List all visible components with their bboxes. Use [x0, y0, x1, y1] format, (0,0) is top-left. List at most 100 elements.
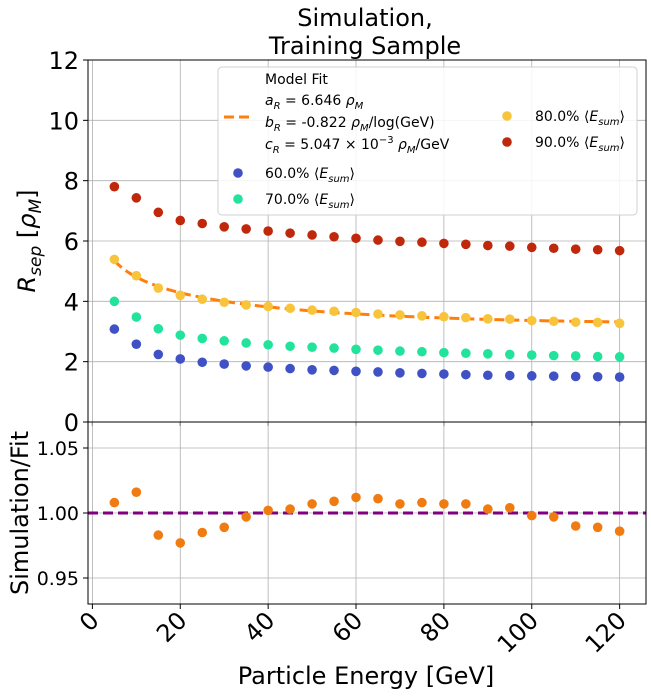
point-series1-17: [483, 370, 493, 381]
ratio-point-9: [307, 499, 317, 509]
top-ytick-label-6: 12: [48, 47, 79, 75]
point-series2-21: [570, 351, 581, 361]
point-series3-17: [483, 314, 493, 324]
point-series2-4: [197, 333, 208, 344]
point-series2-1: [131, 312, 142, 322]
point-series4-15: [439, 238, 449, 249]
ratio-point-17: [483, 504, 493, 514]
point-series4-1: [131, 193, 142, 203]
point-series4-17: [483, 240, 493, 251]
point-series4-9: [307, 230, 317, 240]
point-series3-14: [417, 311, 427, 321]
bottom-ytick-label-1: 1.00: [37, 503, 79, 525]
point-series1-14: [417, 368, 427, 379]
point-series1-19: [526, 371, 537, 381]
point-series3-9: [307, 305, 317, 315]
point-series3-12: [373, 309, 383, 319]
top-ytick-label-0: 0: [64, 409, 79, 437]
point-series2-19: [526, 350, 537, 360]
ratio-point-2: [153, 530, 164, 540]
ratio-point-8: [285, 504, 295, 514]
legend-model-fit-title: Model Fit: [265, 72, 328, 88]
point-series4-10: [329, 231, 339, 242]
point-series1-0: [109, 324, 120, 334]
bottom-panel-frame: [87, 421, 647, 605]
ratio-point-0: [109, 497, 120, 508]
point-series1-16: [461, 369, 471, 380]
legend-series-1-marker: [233, 168, 243, 178]
top-ytick-label-5: 10: [48, 107, 79, 135]
top-y-axis-label: Rsep [ρM]: [13, 189, 46, 292]
ratio-point-18: [504, 503, 515, 513]
point-series2-18: [504, 349, 515, 360]
point-series3-13: [395, 310, 405, 320]
point-series3-23: [614, 318, 625, 329]
point-series2-12: [373, 345, 383, 356]
ratio-point-3: [175, 538, 186, 548]
point-series2-22: [592, 351, 603, 362]
point-series2-6: [241, 338, 251, 348]
top-ytick-label-1: 2: [64, 349, 79, 377]
point-series2-3: [175, 330, 186, 340]
point-series3-3: [175, 290, 186, 301]
point-series2-5: [219, 336, 230, 346]
ratio-point-20: [548, 512, 559, 522]
ratio-point-10: [329, 496, 339, 507]
point-series1-5: [219, 359, 230, 369]
point-series1-13: [395, 368, 405, 378]
point-series2-10: [329, 343, 339, 353]
point-series4-23: [614, 245, 625, 256]
ratio-point-15: [439, 499, 449, 509]
point-series1-15: [439, 369, 449, 379]
legend: Model Fit aR = 6.646 ρM bR = -0.822 ρM/log…: [217, 66, 638, 216]
legend-series-1-label: 60.0% ⟨Esum⟩: [265, 166, 355, 185]
chart-title-line-2: Training Sample: [268, 32, 461, 60]
point-series1-23: [614, 372, 625, 382]
top-ytick-label-2: 4: [64, 288, 79, 316]
point-series4-5: [219, 222, 230, 232]
point-series1-22: [592, 371, 603, 382]
point-series4-14: [417, 237, 427, 248]
ratio-point-23: [614, 526, 625, 536]
point-series1-12: [373, 367, 383, 377]
point-series3-18: [504, 314, 515, 324]
point-series1-2: [153, 349, 164, 360]
point-series3-10: [329, 306, 339, 317]
point-series3-15: [439, 311, 449, 322]
point-series1-8: [285, 363, 295, 374]
legend-fit-param-3: cR = 5.047 × 10−3 ρM/GeV: [265, 135, 450, 156]
point-series4-18: [504, 241, 515, 251]
legend-series-2-marker: [233, 194, 243, 204]
point-series2-8: [285, 341, 295, 352]
point-series4-2: [153, 207, 164, 218]
point-series4-12: [373, 235, 383, 245]
point-series2-20: [548, 350, 559, 361]
bottom-ytick-label-0: 0.95: [37, 568, 79, 590]
point-series1-1: [131, 339, 142, 349]
ratio-point-21: [570, 521, 581, 531]
point-series3-21: [570, 317, 581, 327]
point-series3-5: [219, 297, 230, 308]
point-series2-11: [351, 344, 361, 355]
legend-fit-param-2: bR = -0.822 ρM/log(GeV): [265, 115, 435, 134]
point-series1-21: [570, 371, 581, 382]
point-series2-13: [395, 346, 405, 356]
legend-series-2-label: 70.0% ⟨Esum⟩: [265, 192, 355, 211]
legend-series-3-marker: [502, 111, 512, 121]
ratio-point-19: [526, 510, 537, 521]
top-ytick-label-4: 8: [64, 168, 79, 196]
ratio-point-6: [241, 512, 251, 522]
point-series4-22: [592, 244, 603, 255]
point-series2-0: [109, 296, 120, 307]
point-series1-9: [307, 365, 317, 375]
ratio-point-22: [592, 522, 603, 533]
point-series2-23: [614, 352, 625, 362]
legend-series-4-label: 90.0% ⟨Esum⟩: [535, 135, 625, 154]
top-ytick-label-3: 6: [64, 228, 79, 256]
ratio-point-14: [417, 497, 427, 508]
point-series4-8: [285, 228, 295, 238]
point-series1-3: [175, 354, 186, 364]
point-series1-7: [263, 362, 273, 372]
point-series1-11: [351, 366, 361, 377]
